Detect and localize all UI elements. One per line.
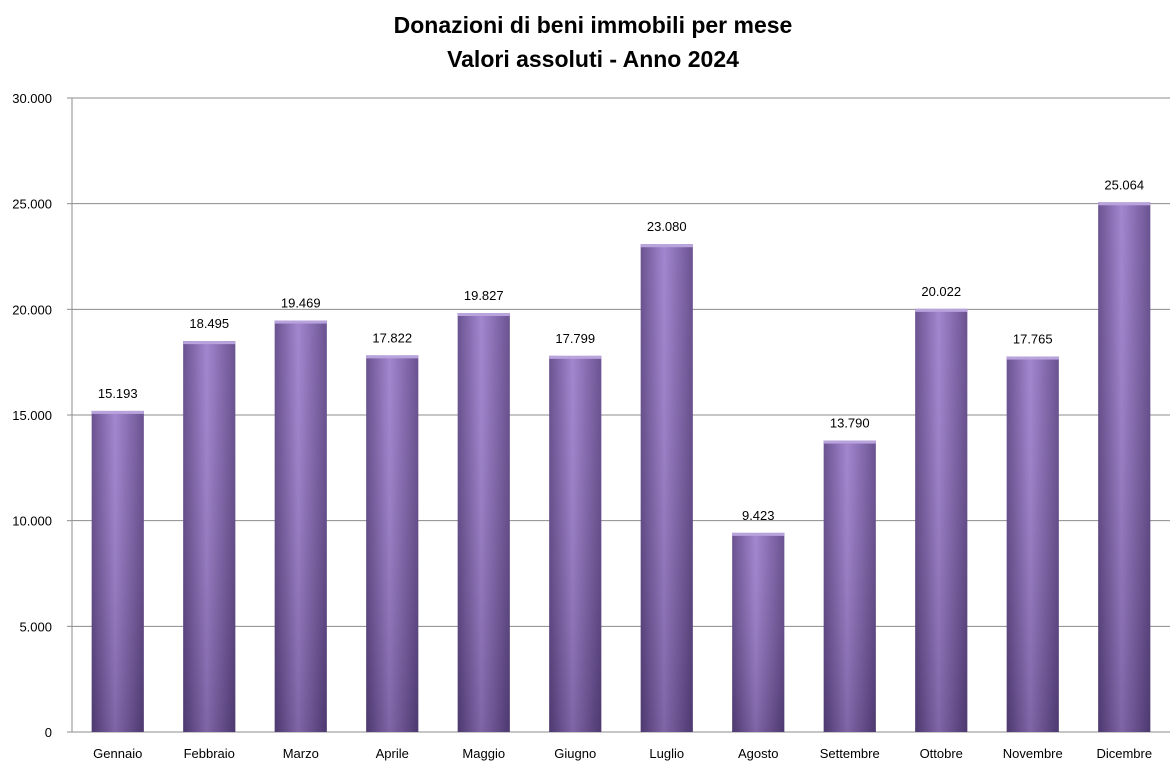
bar-shade [274,320,327,732]
bar-shade [183,341,236,732]
bar [640,244,693,732]
data-label: 13.790 [830,416,870,431]
bar-cap [823,440,876,444]
bar-shade [640,244,693,732]
bar-cap [1006,356,1059,360]
bar [915,308,968,732]
bar-shade [366,355,419,732]
x-tick-label: Luglio [649,746,684,761]
y-tick-label: 20.000 [12,302,52,317]
bar-cap [274,320,327,324]
bars [91,202,1151,732]
data-label: 18.495 [189,316,229,331]
y-tick-label: 5.000 [19,619,52,634]
bar [1098,202,1151,732]
bar-shade [91,410,144,732]
x-tick-label: Settembre [820,746,880,761]
bar-shade [823,440,876,732]
x-tick-label: Ottobre [920,746,963,761]
y-tick-label: 0 [45,725,52,740]
data-labels: 15.193 18.495 19.469 17.822 19.827 17.799 23.0… [98,177,1144,523]
chart-title: Donazioni di beni immobili per mese [393,12,793,38]
bar-cap [366,355,419,359]
bar-shade [732,532,785,732]
bar-cap [915,308,968,312]
x-tick-label: Aprile [376,746,409,761]
bar-shade [1006,356,1059,732]
x-tick-label: Febbraio [184,746,235,761]
bar [1006,356,1059,732]
chart-subtitle: Valori assoluti - Anno 2024 [447,46,739,72]
y-tick-label: 25.000 [12,197,52,212]
bar-cap [640,244,693,248]
bar-shade [457,312,510,732]
bar-cap [457,312,510,316]
axes: 0 5.000 10.000 15.000 20.000 25.000 30.000 Genn… [12,91,1170,761]
bar [183,341,236,732]
bar-cap [183,341,236,345]
bar-cap [91,410,144,414]
x-tick-label: Marzo [283,746,319,761]
bar-shade [1098,202,1151,732]
data-label: 19.827 [464,288,504,303]
bar-shade [549,355,602,732]
data-label: 23.080 [647,219,687,234]
y-tick-label: 30.000 [12,91,52,106]
x-tick-label: Giugno [554,746,596,761]
bar [457,312,510,732]
data-label: 20.022 [921,284,961,299]
gridlines [72,97,1170,627]
bar-cap [549,355,602,359]
bar-shade [915,308,968,732]
bar [366,355,419,732]
chart-title-block: Donazioni di beni immobili per mese Valo… [0,8,1176,76]
x-tick-label: Agosto [738,746,778,761]
bar [549,355,602,732]
bar [91,410,144,732]
x-tick-label: Gennaio [93,746,142,761]
data-label: 9.423 [742,508,775,523]
data-label: 19.469 [281,296,321,311]
data-label: 17.822 [372,330,412,345]
x-tick-label: Maggio [462,746,505,761]
bar [732,532,785,732]
bar-cap [1098,202,1151,206]
y-tick-label: 10.000 [12,514,52,529]
x-tick-label: Novembre [1003,746,1063,761]
bar [274,320,327,732]
y-tick-label: 15.000 [12,408,52,423]
x-tick-label: Dicembre [1096,746,1152,761]
data-label: 17.799 [555,331,595,346]
bar [823,440,876,732]
data-label: 25.064 [1104,177,1144,192]
bar-cap [732,532,785,536]
data-label: 17.765 [1013,332,1053,347]
data-label: 15.193 [98,386,138,401]
